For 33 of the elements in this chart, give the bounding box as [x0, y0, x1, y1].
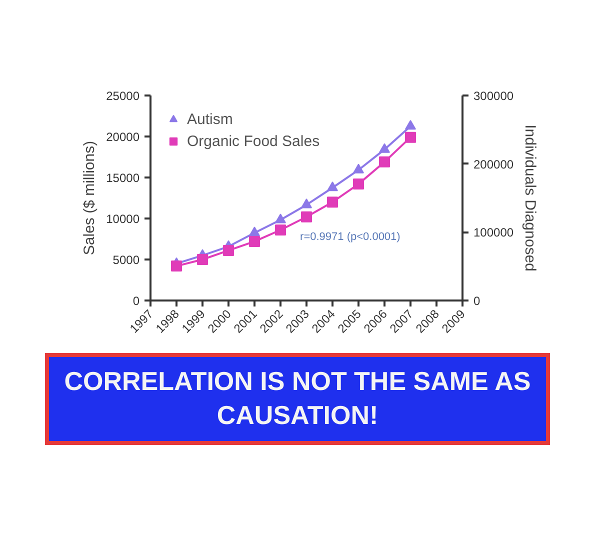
point: [379, 156, 390, 168]
point: [197, 254, 208, 265]
y2-tick-label: 300000: [474, 89, 514, 103]
point: [249, 226, 260, 236]
annotation: r=0.9971 (p<0.0001): [300, 231, 400, 244]
legend-label: Organic Food Sales: [187, 132, 320, 150]
point: [327, 196, 338, 208]
point: [405, 132, 416, 143]
point: [353, 178, 364, 190]
point: [223, 244, 234, 256]
y-tick-label: 25000: [106, 89, 140, 103]
y-tick-label: 5000: [112, 253, 140, 267]
point: [275, 214, 286, 224]
y2-tick-label: 0: [474, 294, 480, 308]
text: CORRELATION IS NOT THE SAME AS CAUSATION!: [63, 365, 532, 432]
point: [301, 198, 312, 208]
point: [301, 211, 312, 222]
point: [379, 143, 390, 153]
y-tick-label: 10000: [106, 212, 140, 226]
y2-tick-label: 100000: [474, 226, 514, 240]
legend-label: Autism: [187, 110, 233, 128]
y-tick-label: 20000: [106, 130, 140, 144]
point: [353, 164, 364, 174]
y-tick-label: 15000: [106, 171, 140, 185]
y-tick-label: 0: [132, 294, 140, 308]
y2-axis-title: Individuals Diagnosed: [522, 124, 539, 272]
y2-tick-label: 200000: [474, 157, 514, 172]
y-axis-title: Sales ($ millions): [81, 140, 98, 256]
point: [405, 120, 416, 130]
point: [249, 236, 260, 247]
point: [275, 224, 286, 236]
point: [171, 260, 182, 272]
point: [327, 181, 338, 192]
